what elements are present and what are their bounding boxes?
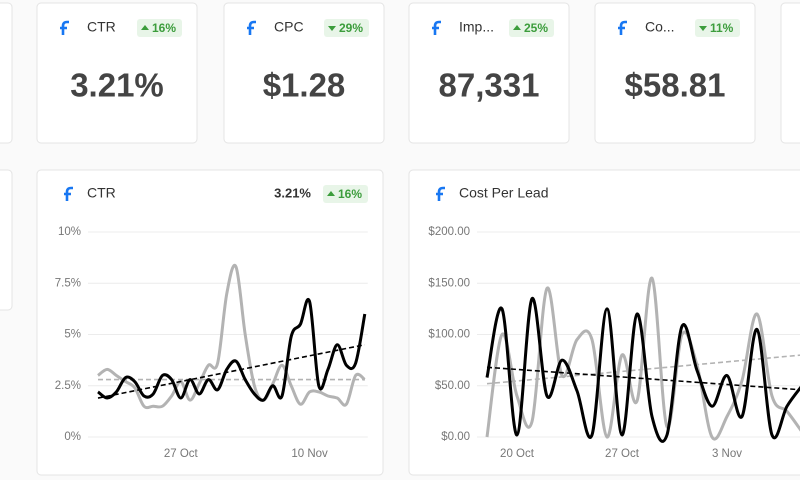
facebook-icon xyxy=(436,186,445,201)
facebook-icon xyxy=(60,20,69,35)
kpi-value: 3.21% xyxy=(70,67,164,104)
partial-card xyxy=(0,2,13,144)
y-tick-label: $200.00 xyxy=(428,226,470,238)
series-line xyxy=(97,297,367,402)
change-badge xyxy=(509,19,554,37)
y-tick-label: 7.5% xyxy=(55,277,81,289)
change-text: 16% xyxy=(152,21,176,35)
y-tick-label: 5% xyxy=(64,329,81,341)
change-text: 11% xyxy=(710,21,734,35)
trend-line xyxy=(486,354,800,385)
facebook-icon xyxy=(432,20,441,35)
series-line xyxy=(485,276,800,441)
y-tick-label: $50.00 xyxy=(435,380,470,392)
facebook-icon xyxy=(247,20,256,35)
x-tick-label: 20 Oct xyxy=(500,448,535,460)
facebook-icon xyxy=(64,186,73,201)
y-tick-label: $0.00 xyxy=(441,431,470,443)
kpi-label: CTR xyxy=(87,19,116,35)
kpi-value: $58.81 xyxy=(625,67,726,104)
series-line xyxy=(485,297,800,443)
kpi-value: $1.28 xyxy=(263,67,346,104)
x-tick-label: 10 Nov xyxy=(291,448,328,460)
x-tick-label: 3 Nov xyxy=(712,448,742,460)
x-tick-label: 27 Oct xyxy=(605,448,640,460)
change-arrow xyxy=(699,26,707,31)
y-tick-label: $100.00 xyxy=(428,329,470,341)
change-badge xyxy=(137,19,182,37)
change-text: 29% xyxy=(339,21,363,35)
trend-line xyxy=(486,366,800,391)
change-text: 25% xyxy=(524,21,548,35)
y-tick-label: $150.00 xyxy=(428,277,470,289)
kpi-value: 87,331 xyxy=(439,67,540,104)
partial-card xyxy=(780,2,800,144)
change-arrow xyxy=(327,191,335,196)
change-badge xyxy=(695,19,740,37)
change-badge xyxy=(323,185,368,203)
kpi-card xyxy=(408,2,570,144)
y-tick-label: 0% xyxy=(64,431,81,443)
kpi-label: CPC xyxy=(274,19,304,35)
y-tick-label: 2.5% xyxy=(55,380,81,392)
x-tick-label: 27 Oct xyxy=(164,448,199,460)
kpi-card xyxy=(36,2,198,144)
change-text: 16% xyxy=(338,187,362,201)
kpi-label: Imp... xyxy=(459,19,494,35)
partial-card xyxy=(0,169,13,311)
chart-title: Cost Per Lead xyxy=(459,185,549,201)
facebook-icon xyxy=(618,20,627,35)
kpi-card xyxy=(594,2,756,144)
chart-title: CTR xyxy=(87,185,116,201)
trend-line xyxy=(97,343,365,399)
kpi-card xyxy=(223,2,385,144)
change-arrow xyxy=(141,25,149,30)
change-arrow xyxy=(328,26,336,31)
series-line xyxy=(97,263,366,410)
chart-card xyxy=(36,169,384,476)
change-badge xyxy=(324,19,369,37)
change-arrow xyxy=(513,25,521,30)
chart-current: 3.21% xyxy=(274,185,311,200)
kpi-label: Co... xyxy=(645,19,675,35)
y-tick-label: 10% xyxy=(58,226,81,238)
